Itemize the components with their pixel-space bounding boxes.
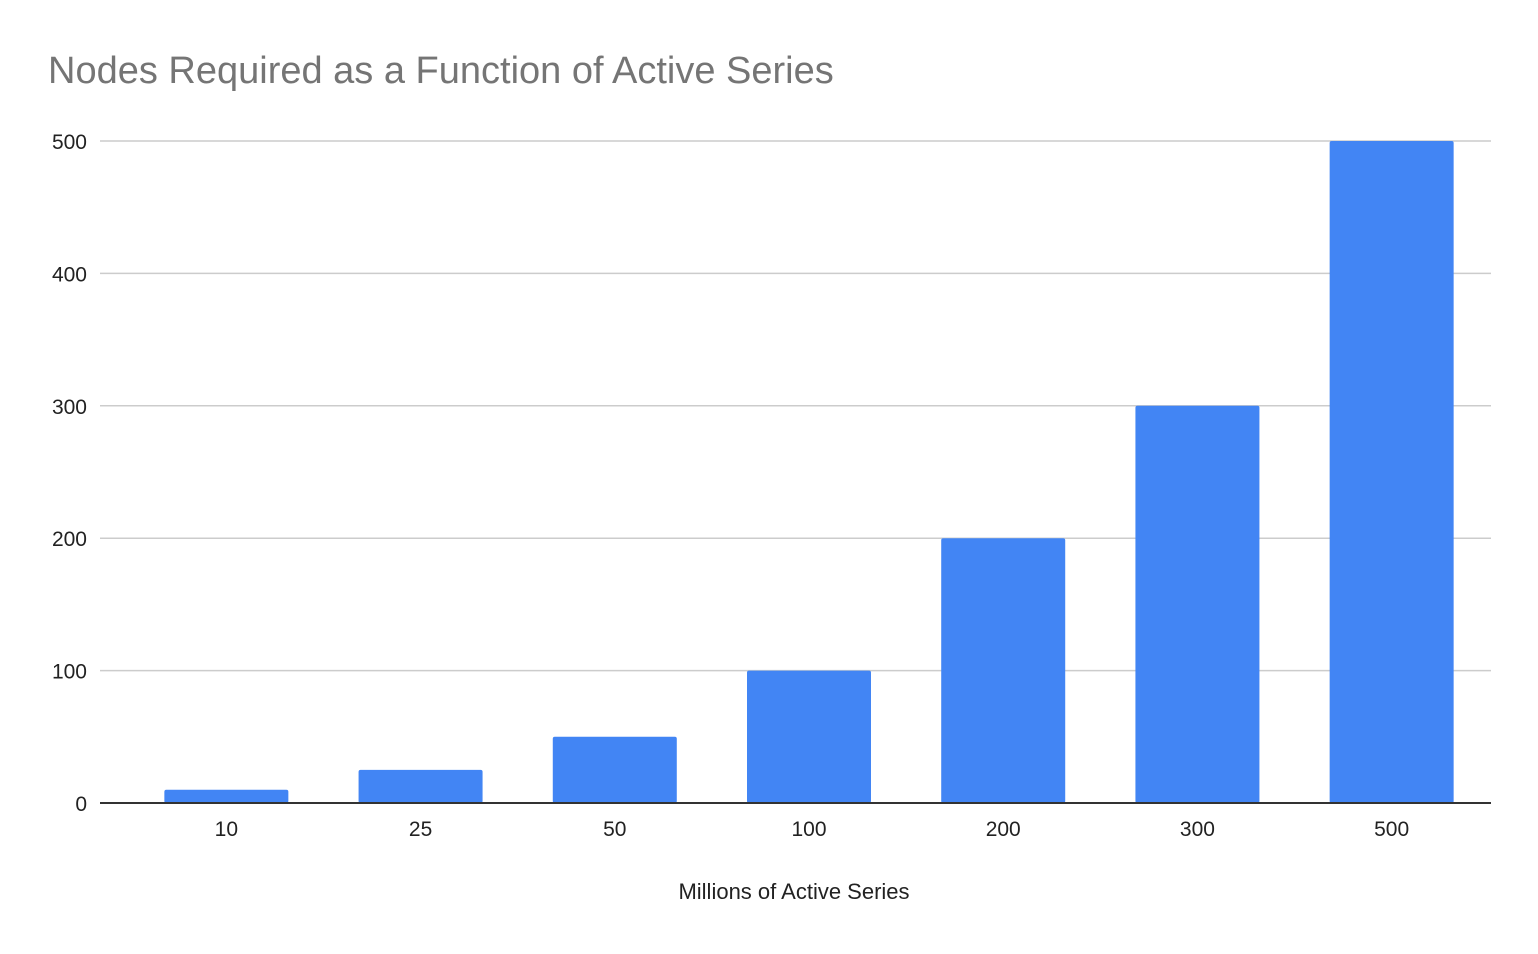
y-tick-label: 300 — [52, 396, 87, 419]
x-tick-label: 300 — [1180, 818, 1215, 841]
y-tick-label: 400 — [52, 263, 87, 286]
gridlines — [100, 140, 1491, 672]
x-tick-label: 100 — [791, 818, 826, 841]
x-tick-label: 50 — [603, 818, 626, 841]
x-axis-title: Millions of Active Series — [678, 879, 909, 904]
bar-200 — [941, 538, 1066, 803]
x-axis-tick-labels: 10 25 50 100 200 300 500 — [215, 818, 1409, 841]
bar-25 — [358, 769, 483, 803]
x-tick-label: 25 — [409, 818, 432, 841]
x-tick-label: 200 — [986, 818, 1021, 841]
chart-title: Nodes Required as a Function of Active S… — [48, 50, 834, 92]
x-tick-label: 500 — [1374, 818, 1409, 841]
y-tick-label: 100 — [52, 661, 87, 684]
y-tick-label: 500 — [52, 131, 87, 154]
bars — [164, 141, 1454, 803]
bar-50 — [552, 736, 677, 803]
x-tick-label: 10 — [215, 818, 238, 841]
bar-500 — [1329, 141, 1454, 803]
y-axis-tick-labels: 0 100 200 300 400 500 — [52, 131, 87, 816]
y-tick-label: 0 — [75, 793, 87, 816]
bar-100 — [747, 670, 871, 803]
bar-10 — [164, 789, 289, 803]
y-tick-label: 200 — [52, 528, 87, 551]
bar-300 — [1135, 405, 1260, 803]
